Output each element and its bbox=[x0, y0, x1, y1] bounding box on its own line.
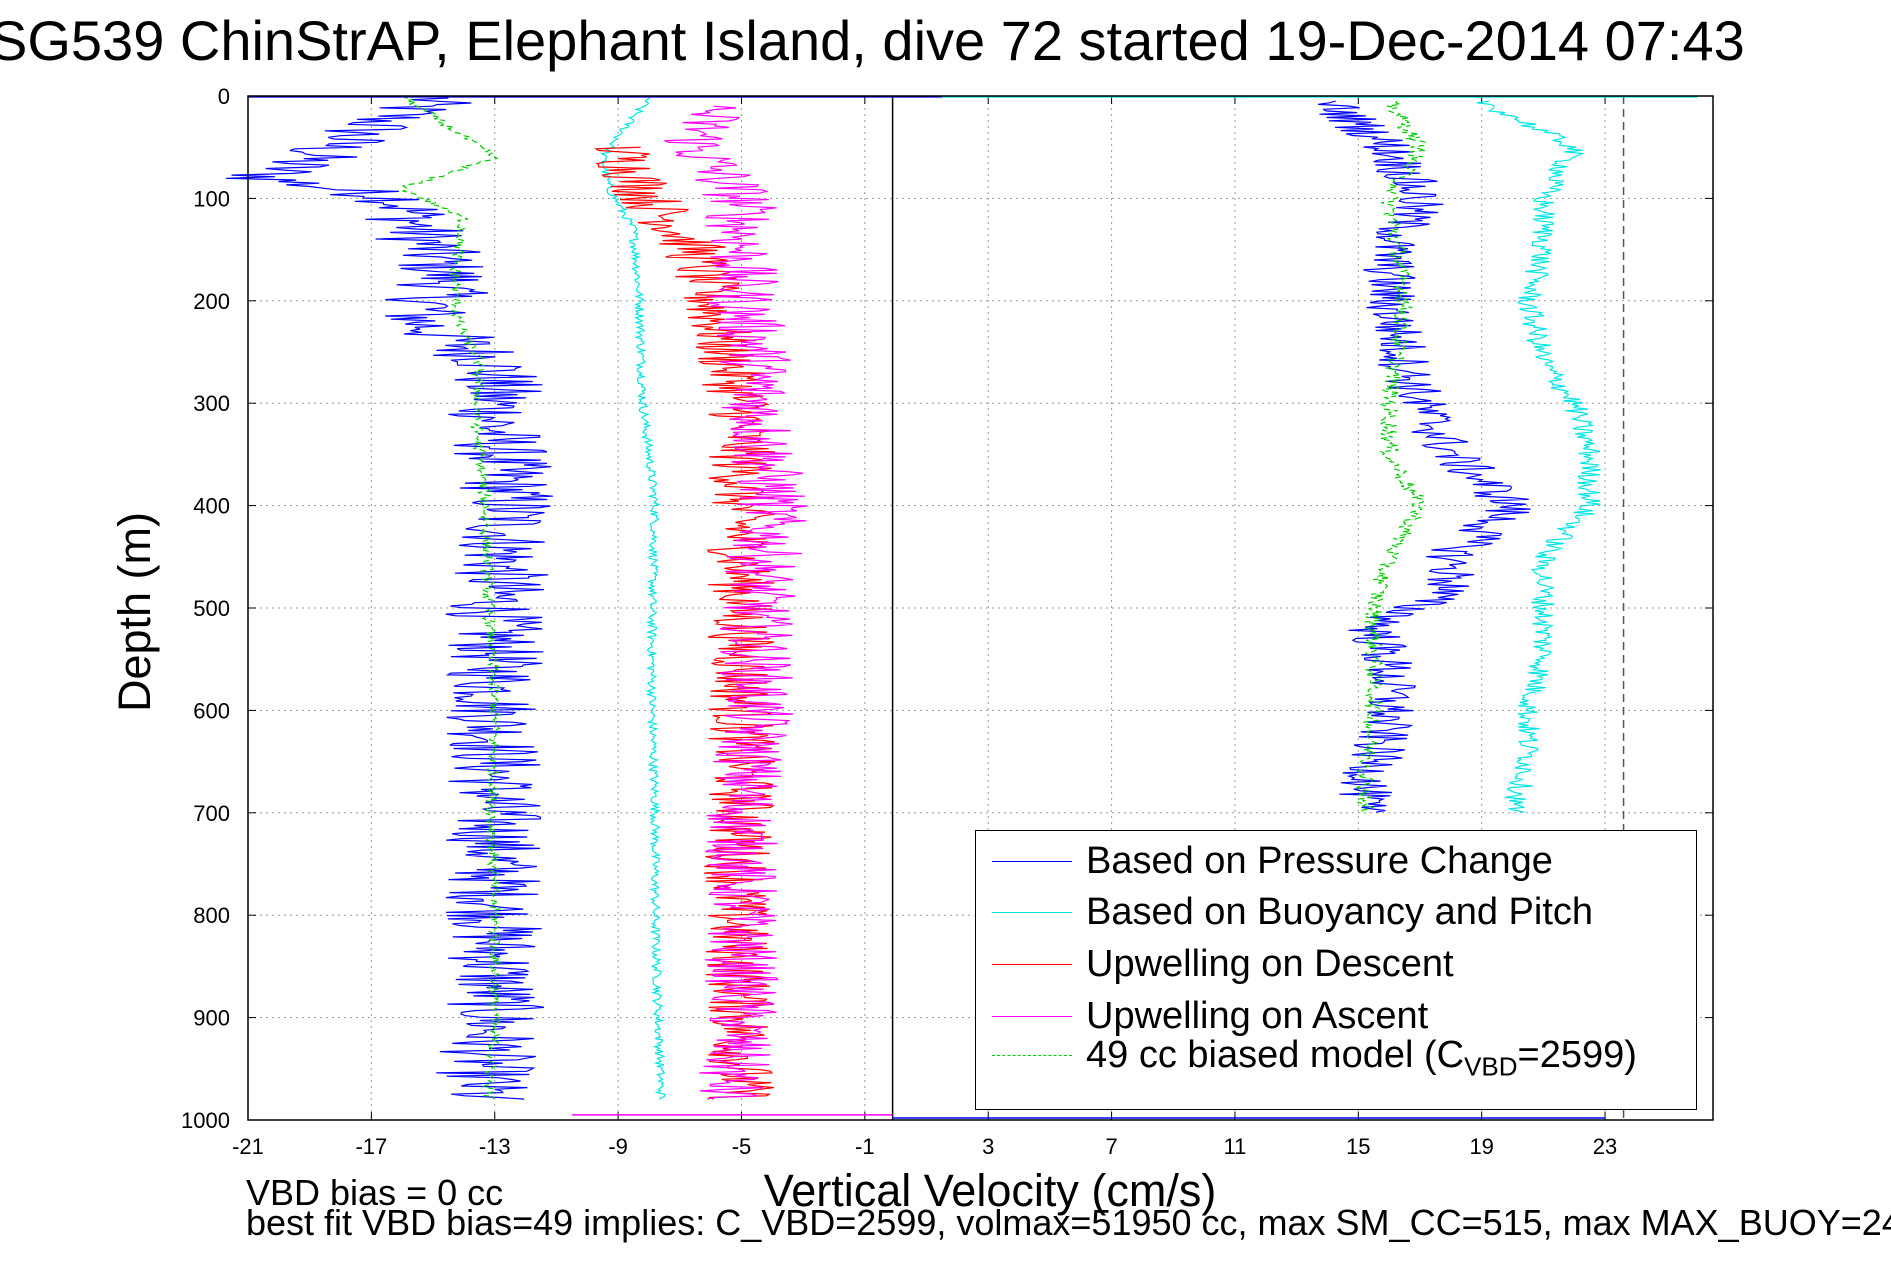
y-tick-label: 0 bbox=[218, 84, 230, 109]
vbd-bias-note: VBD bias = 0 cc bbox=[246, 1172, 504, 1213]
y-tick-label: 500 bbox=[193, 596, 230, 621]
x-tick-label: -1 bbox=[855, 1134, 875, 1159]
y-tick-label: 700 bbox=[193, 801, 230, 826]
series-line-2 bbox=[594, 146, 776, 1100]
legend-swatch bbox=[992, 1016, 1072, 1017]
legend-swatch bbox=[992, 1055, 1072, 1056]
x-axis-label: Vertical Velocity (cm/s) bbox=[763, 1165, 1217, 1216]
legend-label: Upwelling on Descent bbox=[1086, 943, 1454, 985]
y-tick-label: 600 bbox=[193, 698, 230, 723]
legend-label: Upwelling on Ascent bbox=[1086, 995, 1429, 1037]
y-tick-label: 800 bbox=[193, 903, 230, 928]
x-tick-label: 15 bbox=[1346, 1134, 1370, 1159]
legend-item-descent: Upwelling on Descent bbox=[976, 944, 1696, 984]
series-line-0 bbox=[225, 97, 553, 1100]
legend-item-ascent: Upwelling on Ascent bbox=[976, 996, 1696, 1036]
x-tick-label: 11 bbox=[1224, 1134, 1247, 1159]
best-fit-note: best fit VBD bias=49 implies: C_VBD=2599… bbox=[246, 1202, 1891, 1243]
series-line-6 bbox=[1476, 100, 1601, 813]
legend-label: Based on Pressure Change bbox=[1086, 840, 1553, 882]
y-tick-label: 100 bbox=[193, 186, 230, 211]
series-line-1 bbox=[599, 97, 666, 1100]
y-tick-label: 200 bbox=[193, 289, 230, 314]
y-tick-label: 400 bbox=[193, 494, 230, 519]
legend-swatch bbox=[992, 861, 1072, 862]
x-tick-label: -9 bbox=[608, 1134, 628, 1159]
y-tick-label: 300 bbox=[193, 391, 230, 416]
legend-item-buoyancy: Based on Buoyancy and Pitch bbox=[976, 892, 1696, 932]
legend-item-model: 49 cc biased model (CVBD=2599) bbox=[976, 1035, 1696, 1082]
legend-label-end: =2599) bbox=[1517, 1034, 1637, 1076]
legend-label-sub: VBD bbox=[1464, 1051, 1518, 1082]
chart-title: SG539 ChinStrAP, Elephant Island, dive 7… bbox=[0, 9, 1745, 72]
x-tick-label: 3 bbox=[982, 1134, 994, 1159]
chart-legend: Based on Pressure Change Based on Buoyan… bbox=[975, 830, 1697, 1110]
x-tick-label: -17 bbox=[355, 1134, 387, 1159]
y-axis-label: Depth (m) bbox=[109, 511, 160, 713]
series-line-5 bbox=[1318, 100, 1531, 813]
legend-label-main: 49 cc biased model (C bbox=[1086, 1034, 1465, 1076]
y-tick-label: 900 bbox=[193, 1006, 230, 1031]
x-tick-label: -21 bbox=[232, 1134, 264, 1159]
x-tick-label: -5 bbox=[732, 1134, 752, 1159]
y-tick-label: 1000 bbox=[181, 1108, 230, 1133]
legend-swatch bbox=[992, 912, 1072, 913]
x-tick-label: 7 bbox=[1105, 1134, 1117, 1159]
plot-frame bbox=[247, 95, 1714, 1121]
x-tick-label: 23 bbox=[1593, 1134, 1617, 1159]
legend-label: 49 cc biased model (CVBD=2599) bbox=[1086, 1035, 1637, 1087]
series-line-7 bbox=[1355, 100, 1427, 813]
legend-label: Based on Buoyancy and Pitch bbox=[1086, 891, 1594, 933]
series-line-4 bbox=[401, 95, 503, 1100]
legend-item-pressure: Based on Pressure Change bbox=[976, 841, 1696, 881]
series-line-3 bbox=[664, 105, 808, 1100]
legend-swatch bbox=[992, 964, 1072, 965]
x-tick-label: 19 bbox=[1469, 1134, 1493, 1159]
x-tick-label: -13 bbox=[479, 1134, 511, 1159]
